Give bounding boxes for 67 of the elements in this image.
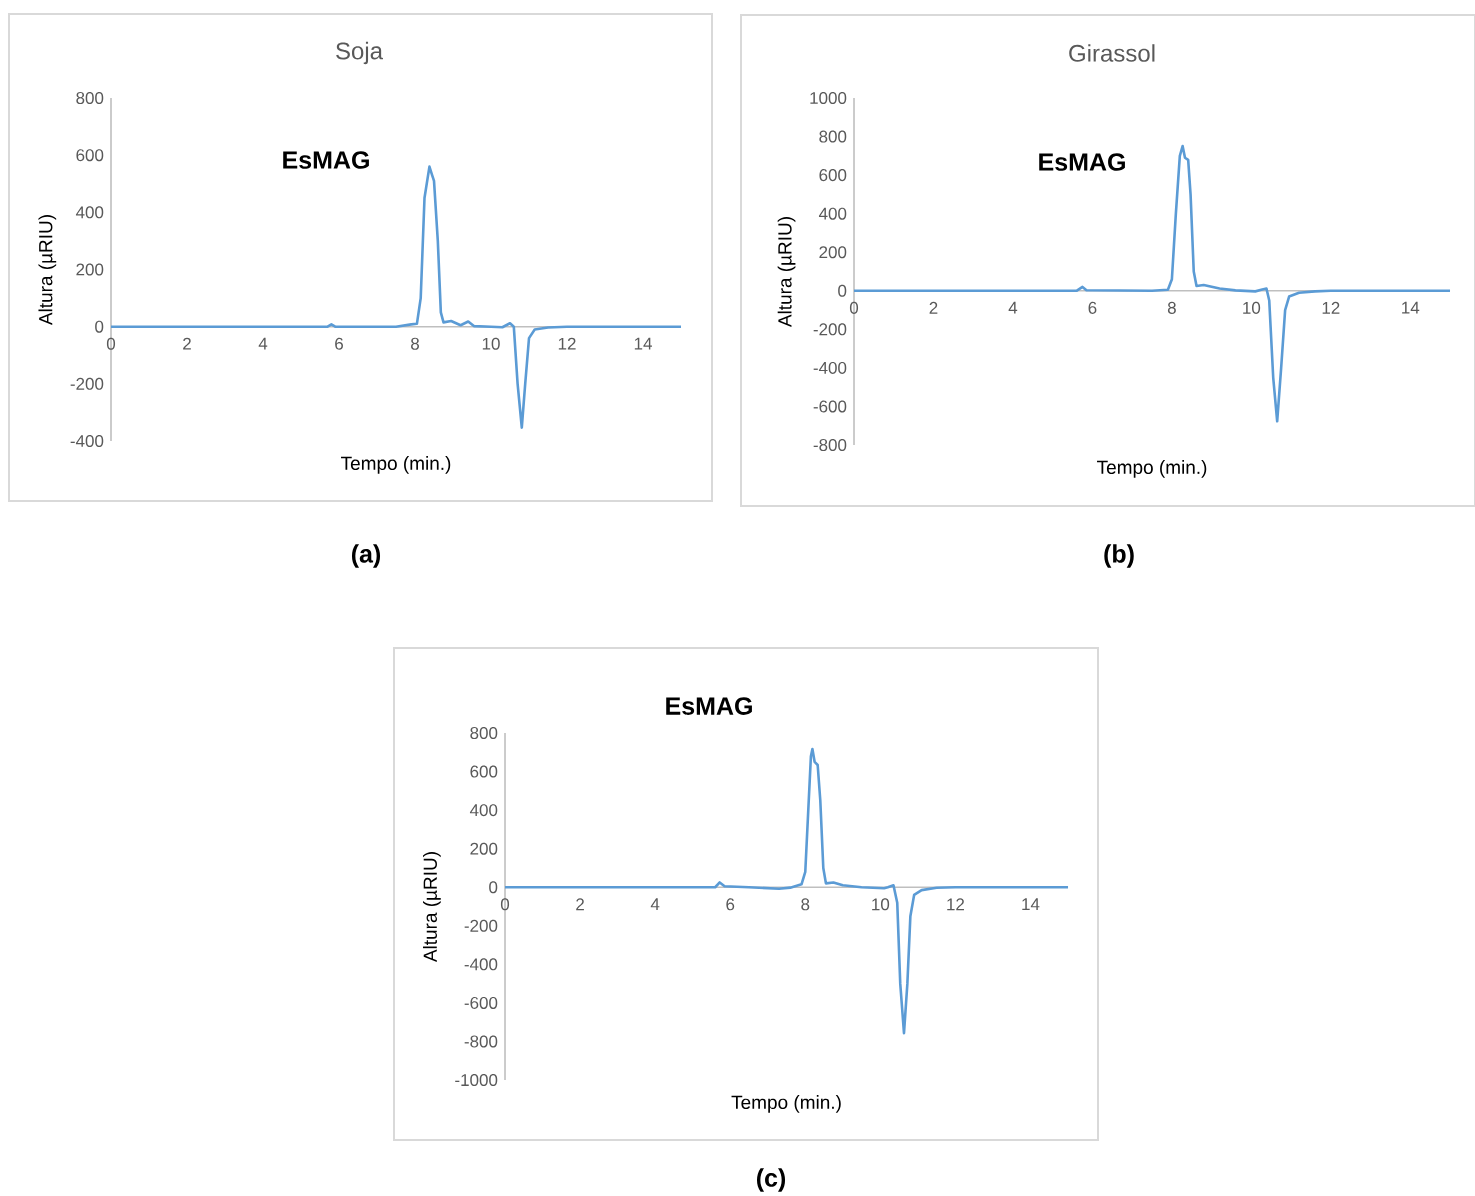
x-tick-label: 10 — [1243, 301, 1261, 314]
y-tick-label: 200 — [470, 842, 498, 855]
x-tick-label: 14 — [1022, 898, 1040, 911]
y-tick-label: 1000 — [810, 92, 847, 105]
x-axis-title: Tempo (min.) — [341, 456, 451, 474]
x-tick-label: 10 — [872, 898, 890, 911]
x-tick-label: 12 — [558, 337, 576, 350]
chart-title: Girassol — [1069, 44, 1155, 62]
x-tick-label: 6 — [726, 898, 735, 911]
line-series — [503, 747, 1070, 1035]
y-tick-label: 0 — [489, 881, 498, 894]
text: (b) — [1104, 544, 1134, 568]
x-tick-label: 2 — [929, 301, 938, 314]
y-tick-label: 0 — [95, 320, 104, 333]
y-tick-label: -200 — [70, 377, 104, 390]
text: EsMAG — [666, 697, 752, 715]
y-tick-label: -800 — [813, 439, 847, 452]
x-tick-label: 8 — [801, 898, 810, 911]
x-tick-label: 6 — [1088, 301, 1097, 314]
y-tick-label: 400 — [75, 206, 104, 219]
x-axis-title: Tempo (min.) — [1097, 460, 1207, 478]
y-tick-label: -200 — [813, 323, 847, 336]
y-tick-label: -400 — [813, 361, 847, 374]
y-tick-label: -400 — [70, 435, 104, 448]
y-tick-label: -600 — [464, 996, 498, 1009]
y-tick-label: -400 — [464, 958, 498, 971]
x-tick-label: 12 — [1322, 301, 1340, 314]
line-series — [852, 144, 1452, 423]
text: (a) — [351, 544, 381, 568]
x-tick-label: 2 — [183, 337, 191, 350]
x-tick-label: 2 — [576, 898, 584, 911]
x-axis-title: Tempo (min.) — [731, 1095, 841, 1113]
y-tick-label: 600 — [470, 765, 498, 778]
y-tick-label: 200 — [819, 246, 847, 259]
x-tick-label: 4 — [258, 337, 268, 350]
text: (c) — [756, 1168, 786, 1192]
y-axis-title: Altura (µRIU) — [38, 215, 57, 326]
y-tick-label: 600 — [76, 149, 104, 162]
x-tick-label: 8 — [1167, 301, 1176, 314]
annotation: EsMAG — [1039, 153, 1125, 171]
y-tick-label: 400 — [818, 207, 847, 220]
x-tick-label: 14 — [1402, 301, 1420, 314]
x-tick-label: 0 — [849, 301, 859, 314]
x-tick-label: 12 — [947, 898, 965, 911]
x-tick-label: 4 — [1008, 301, 1018, 314]
x-tick-label: 0 — [106, 337, 116, 350]
annotation: EsMAG — [283, 151, 369, 169]
y-tick-label: 600 — [819, 169, 847, 182]
x-tick-label: 6 — [335, 337, 343, 350]
y-tick-label: -1000 — [455, 1074, 498, 1087]
y-tick-label: -800 — [464, 1035, 498, 1048]
chart-title: Soja — [336, 41, 383, 65]
x-tick-label: 4 — [650, 898, 660, 911]
y-tick-label: 800 — [76, 92, 104, 105]
y-tick-label: -600 — [813, 400, 847, 413]
y-tick-label: -200 — [464, 919, 498, 932]
x-tick-label: 8 — [411, 337, 419, 350]
x-tick-label: 14 — [634, 337, 652, 350]
x-tick-label: 10 — [482, 337, 500, 350]
y-tick-label: 800 — [470, 727, 498, 740]
y-tick-label: 200 — [76, 263, 104, 276]
y-tick-label: 0 — [838, 284, 847, 297]
y-axis-title: Altura (µRIU) — [423, 852, 441, 963]
y-tick-label: 400 — [469, 804, 498, 817]
y-axis-title: Altura (µRIU) — [777, 217, 796, 328]
x-tick-label: 0 — [500, 898, 510, 911]
y-tick-label: 800 — [819, 130, 847, 143]
